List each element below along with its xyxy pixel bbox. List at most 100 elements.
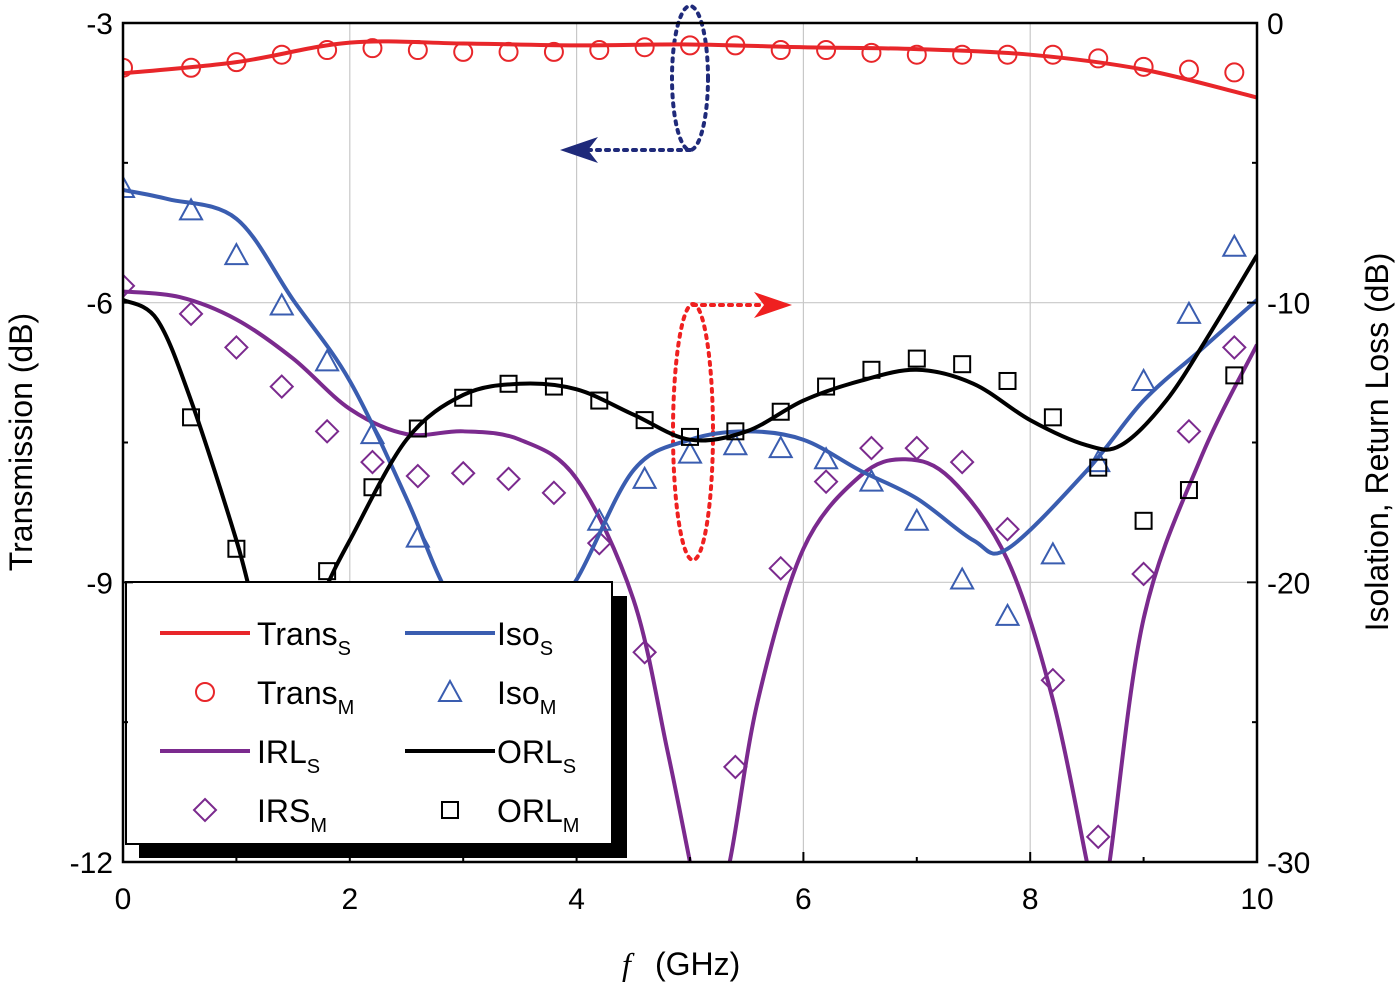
irs-m-marker	[1176, 418, 1202, 444]
legend-marker-orl-m	[441, 801, 459, 819]
trans-m-marker	[952, 44, 973, 65]
iso-m-marker	[405, 524, 431, 548]
iso-m-marker	[858, 468, 885, 492]
irs-m-marker	[360, 449, 385, 475]
legend-marker-iso-m	[437, 678, 463, 702]
irs-m-marker	[496, 466, 521, 492]
irs-m-marker	[632, 639, 658, 665]
trans-m-marker	[407, 40, 428, 61]
trans-m-marker	[589, 40, 610, 61]
irs-m-marker	[949, 449, 975, 475]
trans-m-marker	[997, 44, 1018, 65]
irs-m-marker	[1131, 561, 1157, 587]
y-right-tick-label: -10	[1267, 288, 1310, 321]
irs-m-marker	[269, 374, 295, 399]
x-tick-label: 4	[568, 883, 585, 916]
iso-m-marker	[1085, 449, 1111, 473]
trans-m-marker	[1133, 56, 1154, 77]
iso-m-marker	[768, 435, 794, 459]
y-left-tick-label: -12	[70, 847, 113, 880]
irs-m-marker	[1221, 334, 1247, 360]
trans-m-marker	[725, 35, 746, 56]
irs-m-marker	[123, 273, 136, 299]
orl-m-marker	[1043, 408, 1062, 427]
ticks: 0 2 4 6 8 10-3-6-9-120-10-20-30	[70, 8, 1311, 916]
trans-m-marker	[1224, 62, 1245, 83]
legend-subscript: M	[310, 815, 327, 837]
iso-m-marker	[994, 602, 1021, 626]
irs-m-marker	[586, 530, 612, 556]
trans-m-marker	[453, 41, 474, 62]
irs-m-marker	[722, 754, 748, 780]
y-right-tick-label: -30	[1267, 847, 1310, 880]
y-left-tick-label: -9	[86, 567, 113, 600]
orl-m-marker	[726, 422, 745, 441]
right-axis-ellipse	[671, 302, 715, 562]
x-tick-label: 8	[1022, 883, 1039, 916]
irs-m-marker	[1085, 824, 1111, 850]
orl-m-marker	[590, 391, 609, 410]
irs-m-marker	[1040, 667, 1066, 693]
iso-m-marker	[586, 507, 612, 531]
irs-m-marker	[541, 480, 567, 506]
orl-m-marker	[998, 371, 1017, 390]
orl-m-marker	[1089, 458, 1108, 477]
irs-m-marker	[178, 301, 204, 327]
y-left-tick-label: -6	[86, 288, 113, 321]
iso-m-marker	[123, 174, 136, 199]
trans-m-marker	[1042, 44, 1063, 65]
legend-subscript: M	[563, 815, 580, 837]
x-tick-label: 6	[795, 883, 812, 916]
orl-m-marker	[1225, 366, 1244, 385]
legend-subscript: S	[540, 638, 553, 660]
iso-m-marker	[813, 446, 839, 470]
orl-m-marker	[454, 388, 473, 407]
x-label: (GHz)	[655, 946, 740, 982]
legend-subscript: S	[307, 756, 320, 778]
irs-m-marker	[405, 463, 431, 489]
trans-m-marker	[1178, 59, 1199, 80]
orl-m-marker	[227, 539, 246, 558]
orl-m-marker	[817, 377, 836, 396]
y-left-label: Transmission (dB)	[3, 313, 39, 571]
trans-m-marker	[906, 44, 927, 65]
orl-m-marker	[544, 377, 563, 396]
iso-m-marker	[722, 432, 749, 456]
trans-m-marker	[770, 40, 791, 61]
trans-m-marker	[317, 40, 338, 61]
trans-m-marker	[861, 42, 882, 63]
trans-m-marker	[271, 44, 292, 65]
legend-subscript: S	[563, 756, 576, 778]
irs-m-marker	[859, 435, 884, 461]
orl-m-marker	[681, 427, 699, 446]
iso-m-marker	[904, 507, 930, 531]
orl-m-marker	[318, 562, 337, 581]
iso-s-line	[123, 188, 1257, 671]
trans-m-marker	[1088, 48, 1109, 69]
trans-m-marker	[226, 52, 247, 73]
orl-m-marker	[499, 374, 518, 393]
iso-m-marker	[1176, 300, 1202, 324]
irs-m-marker	[450, 460, 476, 486]
irs-m-marker	[314, 418, 340, 444]
orl-m-marker	[1134, 511, 1153, 530]
iso-m-marker	[1130, 367, 1157, 391]
x-label-italic: f	[622, 946, 635, 982]
x-tick-label: 0	[115, 883, 132, 916]
x-tick-label: 2	[341, 883, 358, 916]
y-right-label: Isolation, Return Loss (dB)	[1359, 253, 1395, 632]
arrow-left-icon	[560, 137, 598, 163]
iso-m-marker	[949, 566, 975, 590]
trans-m-marker	[816, 40, 837, 61]
legend-marker-trans-m	[195, 682, 215, 702]
legend-subscript: M	[338, 697, 355, 719]
y-right-tick-label: 0	[1267, 8, 1284, 41]
trans-m-marker	[543, 41, 564, 62]
trans-m-marker	[634, 37, 655, 58]
arrow-right-icon	[754, 292, 792, 318]
orl-m-marker	[182, 408, 201, 427]
iso-m-marker	[1040, 541, 1066, 565]
iso-m-marker	[677, 440, 703, 464]
iso-m-marker	[178, 197, 204, 221]
